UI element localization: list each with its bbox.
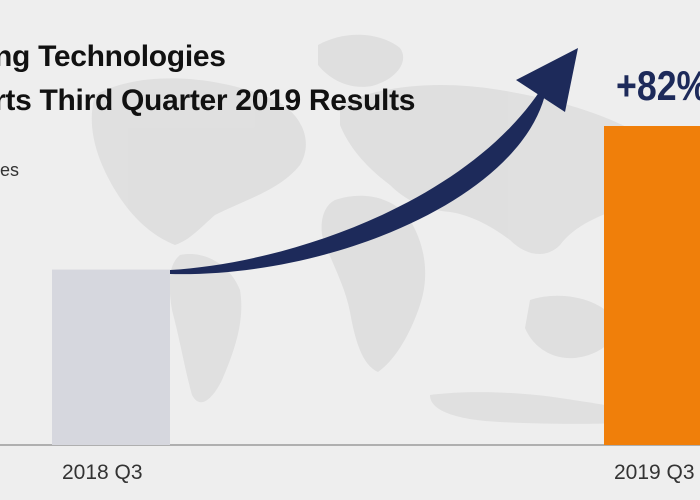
chart-title-line-1: ng Technologies — [0, 40, 226, 73]
world-map-background — [91, 34, 661, 424]
chart-title-line-2: rts Third Quarter 2019 Results — [0, 84, 416, 117]
x-tick-label: 2019 Q3 — [614, 461, 695, 484]
side-label: es — [0, 160, 20, 180]
growth-percentage-label: +82% — [616, 62, 700, 109]
bar-2019-q3 — [604, 126, 700, 445]
bar-2018-q3 — [52, 269, 170, 445]
growth-arrow — [170, 48, 578, 275]
x-tick-label: 2018 Q3 — [62, 461, 143, 484]
